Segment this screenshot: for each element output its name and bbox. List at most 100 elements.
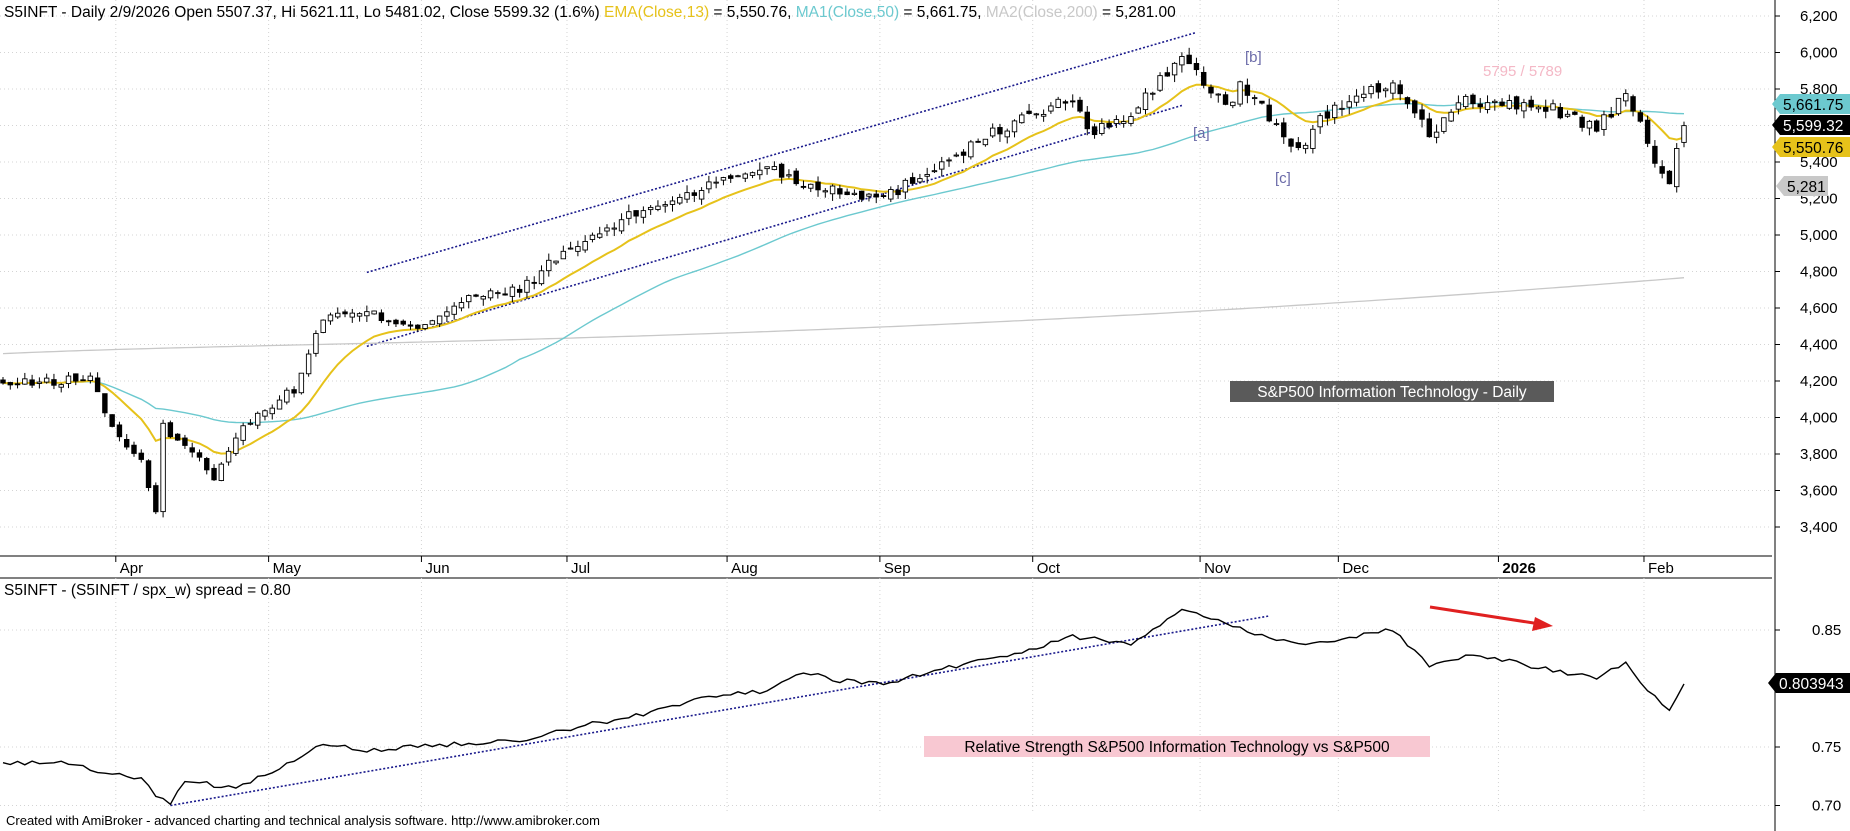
candle — [1353, 89, 1360, 107]
candle — [866, 192, 872, 202]
candle — [909, 172, 916, 186]
candle — [1070, 94, 1076, 108]
candle — [102, 393, 108, 417]
candle-body — [691, 192, 698, 196]
candle — [298, 372, 305, 395]
candle — [58, 383, 64, 393]
candle — [138, 449, 144, 463]
candle-body — [196, 452, 203, 458]
candle-body — [1062, 101, 1069, 104]
candle — [1499, 98, 1505, 107]
candle-body — [1026, 110, 1032, 114]
rs-header-title: S5INFT - (S5INFT / spx_w) spread = 0.80 — [4, 582, 291, 599]
candle-body — [1346, 101, 1352, 108]
candle-body — [997, 127, 1003, 135]
candle — [1113, 115, 1120, 128]
month-label: Apr — [120, 560, 143, 577]
candle-body — [713, 181, 719, 184]
candle — [560, 245, 567, 260]
candle — [618, 213, 625, 234]
candle — [1339, 100, 1345, 116]
candle-body — [1208, 86, 1214, 94]
candle-body — [538, 270, 545, 285]
candle — [1448, 109, 1454, 122]
candle — [546, 253, 552, 277]
candle-body — [189, 447, 195, 453]
candle-body — [429, 320, 436, 325]
candle-body — [1564, 113, 1571, 117]
ma200-line — [2, 277, 1685, 355]
candle-body — [1259, 100, 1265, 104]
candle — [1091, 123, 1098, 139]
candle-body — [735, 175, 741, 178]
resistance-label: 5795 / 5789 — [1483, 63, 1562, 80]
candle-body — [1099, 122, 1105, 134]
candle — [1150, 91, 1156, 101]
candle-body — [953, 154, 960, 157]
candle-body — [553, 260, 559, 264]
candle — [647, 204, 654, 215]
candle-body — [618, 219, 625, 232]
candle-body — [124, 438, 130, 448]
candle-body — [655, 205, 661, 210]
candle — [516, 284, 523, 298]
candle-body — [509, 286, 516, 297]
candle — [1521, 98, 1527, 119]
candle — [291, 386, 297, 398]
candle — [778, 162, 785, 184]
candle-body — [298, 372, 305, 394]
ma50-value-label: 5,661.75 — [1783, 97, 1843, 114]
candle — [284, 387, 290, 405]
candle-body — [254, 412, 261, 426]
ema13-line — [2, 83, 1685, 455]
candle — [1674, 143, 1680, 193]
month-label: May — [273, 560, 302, 577]
rs-trendline — [170, 615, 1270, 807]
candle-body — [946, 159, 952, 162]
candle-body — [1361, 93, 1367, 99]
candle — [502, 287, 508, 296]
candle-body — [844, 191, 850, 196]
candle — [691, 189, 698, 202]
candle — [1492, 99, 1498, 111]
candle-body — [742, 173, 748, 179]
candle-body — [1295, 142, 1302, 149]
price-chart-title: S&P500 Information Technology - Daily — [1257, 384, 1527, 401]
candle-body — [1462, 95, 1469, 108]
candle-body — [1281, 122, 1287, 138]
candle — [1033, 112, 1040, 119]
candle-body — [1484, 102, 1491, 110]
candle-body — [582, 241, 588, 251]
ema-value-label-tag — [1772, 137, 1850, 157]
candle-body — [1193, 62, 1200, 71]
candle-body — [1077, 99, 1083, 112]
candle-body — [560, 250, 567, 260]
candle — [480, 295, 486, 306]
candle-body — [1572, 111, 1578, 115]
candle-body — [873, 193, 879, 198]
candle-body — [917, 178, 923, 183]
candle-body — [422, 324, 428, 329]
candle — [633, 210, 639, 224]
month-label: 2026 — [1502, 560, 1535, 577]
candle — [451, 302, 457, 320]
candle — [946, 157, 952, 167]
candle — [888, 186, 894, 203]
candle-body — [1120, 121, 1127, 124]
candle — [1295, 137, 1302, 151]
candle — [313, 330, 319, 357]
candle — [458, 297, 465, 312]
candle — [342, 309, 348, 318]
candle — [269, 404, 275, 420]
candle — [189, 442, 195, 458]
candle — [931, 163, 938, 174]
candle-body — [225, 450, 232, 463]
candle — [1419, 104, 1425, 128]
candle-body — [1492, 100, 1498, 103]
candle-body — [764, 166, 770, 170]
candle-body — [727, 175, 734, 179]
candle-body — [73, 373, 79, 382]
candle — [655, 200, 661, 212]
candle — [1681, 121, 1687, 148]
candle-body — [1135, 107, 1141, 114]
